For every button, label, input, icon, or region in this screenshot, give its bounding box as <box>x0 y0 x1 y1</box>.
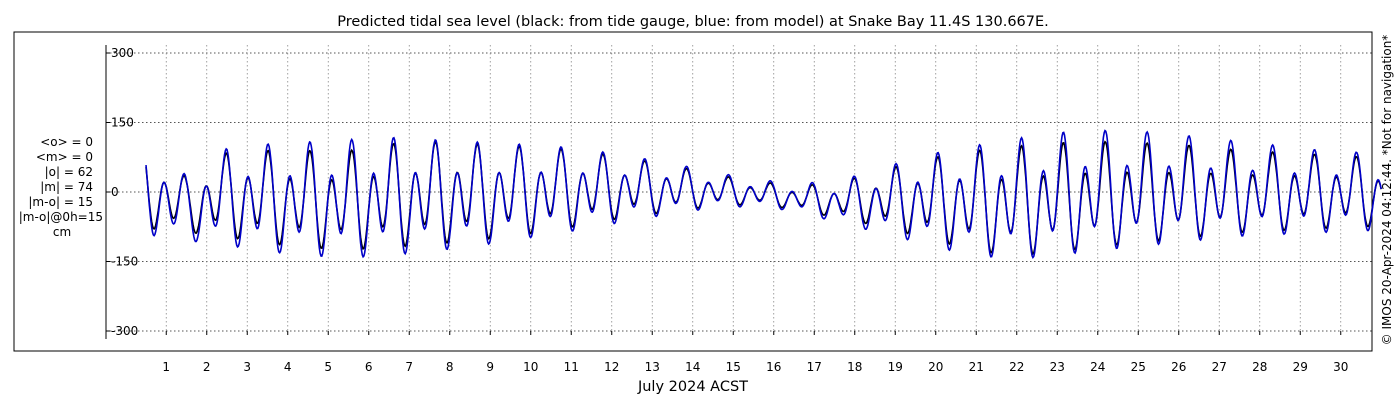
y-tick-label: 150 <box>111 116 134 130</box>
x-tick-label: 7 <box>405 360 413 374</box>
x-tick-label: 19 <box>888 360 903 374</box>
x-tick-label: 25 <box>1131 360 1146 374</box>
stats-line: <o> = 0 <box>40 135 93 149</box>
stats-line: |o| = 62 <box>45 165 93 179</box>
x-tick-label: 21 <box>969 360 984 374</box>
series-layer <box>145 129 1382 260</box>
y-tick-label: -300 <box>111 324 138 338</box>
x-tick-label: 3 <box>243 360 251 374</box>
stats-line: <m> = 0 <box>36 150 93 164</box>
x-tick-label: 30 <box>1333 360 1348 374</box>
y-tick-label: 0 <box>111 185 119 199</box>
y-tick-label: 300 <box>111 46 134 60</box>
stats-line: |m| = 74 <box>40 180 93 194</box>
credit-text: © IMOS 20-Apr-2024 04:12:44. *Not for na… <box>1380 35 1394 346</box>
x-tick-label: 12 <box>604 360 619 374</box>
stats-line: cm <box>53 225 71 239</box>
x-tick-label: 4 <box>284 360 292 374</box>
x-tick-label: 16 <box>766 360 781 374</box>
stats-line: |m-o|@0h=15 <box>19 210 103 224</box>
x-tick-label: 17 <box>807 360 822 374</box>
model-series-line <box>145 129 1382 260</box>
x-tick-label: 27 <box>1212 360 1227 374</box>
y-tick-label: -150 <box>111 255 138 269</box>
x-tick-label: 14 <box>685 360 700 374</box>
stats-box: <o> = 0<m> = 0|o| = 62|m| = 74|m-o| = 15… <box>19 135 103 239</box>
x-tick-label: 22 <box>1009 360 1024 374</box>
x-tick-label: 2 <box>203 360 211 374</box>
x-tick-label: 9 <box>486 360 494 374</box>
x-tick-label: 15 <box>726 360 741 374</box>
x-tick-label: 23 <box>1050 360 1065 374</box>
x-tick-label: 13 <box>645 360 660 374</box>
stats-line: |m-o| = 15 <box>28 195 93 209</box>
chart-title: Predicted tidal sea level (black: from t… <box>337 14 1049 30</box>
x-tick-label: 26 <box>1171 360 1186 374</box>
x-tick-label: 28 <box>1252 360 1267 374</box>
plot-frame <box>13 31 1373 352</box>
x-tick-label: 20 <box>928 360 943 374</box>
x-tick-label: 5 <box>324 360 332 374</box>
x-tick-label: 24 <box>1090 360 1105 374</box>
x-tick-label: 18 <box>847 360 862 374</box>
x-tick-label: 29 <box>1293 360 1308 374</box>
grid <box>106 45 1372 332</box>
x-tick-label: 8 <box>446 360 454 374</box>
x-axis-label: July 2024 ACST <box>637 379 748 395</box>
x-tick-label: 1 <box>162 360 170 374</box>
x-tick-label: 10 <box>523 360 538 374</box>
x-tick-label: 11 <box>564 360 579 374</box>
x-tick-label: 6 <box>365 360 373 374</box>
